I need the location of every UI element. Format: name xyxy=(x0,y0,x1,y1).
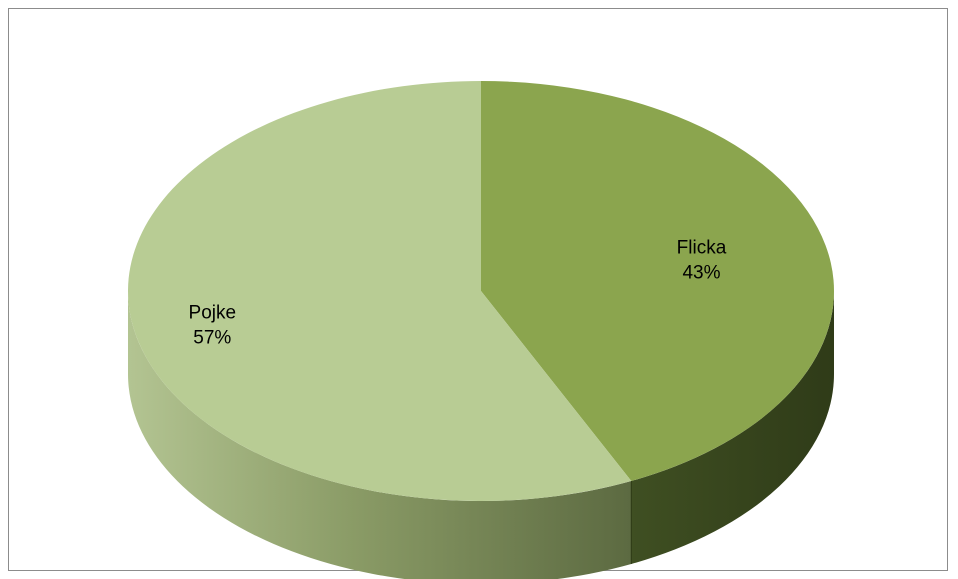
data-label-category: Flicka xyxy=(677,238,727,259)
pie-tops xyxy=(127,81,834,501)
pie-side-flicka xyxy=(631,291,834,565)
data-label-category: Pojke xyxy=(189,303,237,324)
pie-labels: Flicka 43% Pojke 57% xyxy=(189,238,727,349)
data-label-percent: 43% xyxy=(682,262,720,283)
pie-slice-flicka xyxy=(481,81,834,482)
data-label-percent: 57% xyxy=(193,327,231,348)
pie-sides xyxy=(128,291,834,579)
data-label-flicka: Flicka 43% xyxy=(677,238,727,284)
pie-side-pojke xyxy=(128,291,632,579)
pie-slice-pojke xyxy=(127,81,632,501)
data-label-pojke: Pojke 57% xyxy=(189,303,237,349)
